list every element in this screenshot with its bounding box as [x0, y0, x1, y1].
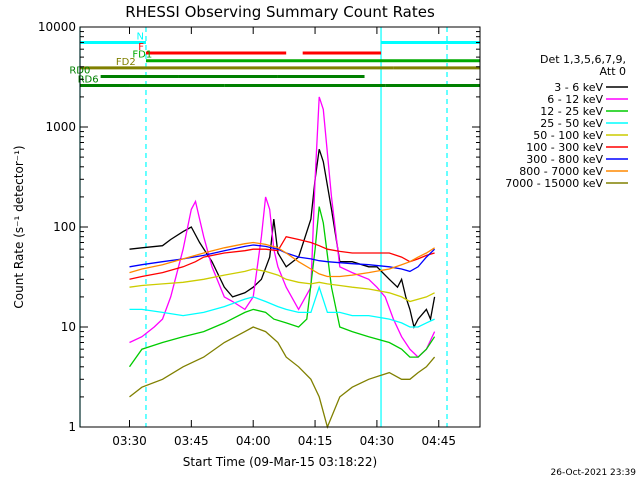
legend-label-5: 100 - 300 keV: [526, 141, 603, 154]
x-tick-label-4: 04:30: [360, 434, 395, 448]
legend-label-6: 300 - 800 keV: [526, 153, 603, 166]
series-line-1: [129, 96, 436, 358]
state-bar-label-1: F: [138, 42, 144, 53]
legend-label-7: 800 - 7000 keV: [519, 165, 603, 178]
y-tick-label-3: 1000: [45, 120, 76, 134]
legend-label-4: 50 - 100 keV: [533, 129, 603, 142]
series-line-4: [129, 268, 435, 303]
state-bar-label-2: FD1: [132, 50, 152, 61]
x-tick-label-1: 03:45: [174, 434, 209, 448]
legend-label-0: 3 - 6 keV: [554, 81, 603, 94]
x-axis-ticks: 03:30 03:45 04:00 04:15 04:30 04:45: [112, 27, 456, 448]
x-axis-label: Start Time (09-Mar-15 03:18:22): [183, 455, 377, 469]
timestamp: 26-Oct-2021 23:39: [551, 468, 637, 478]
series-line-5: [129, 235, 435, 280]
y-tick-label-4: 10000: [38, 20, 76, 34]
legend-label-1: 6 - 12 keV: [547, 93, 603, 106]
x-tick-label-5: 04:45: [421, 434, 456, 448]
y-axis-ticks: 1 10 100 1000 10000: [38, 20, 480, 434]
y-tick-label-2: 100: [53, 220, 76, 234]
series-line-8: [129, 326, 436, 430]
legend-label-2: 12 - 25 keV: [540, 105, 603, 118]
x-tick-label-2: 04:00: [236, 434, 271, 448]
chart-title: RHESSI Observing Summary Count Rates: [125, 3, 435, 21]
legend-label-3: 25 - 50 keV: [540, 117, 603, 130]
y-tick-label-0: 1: [68, 420, 76, 434]
series-line-7: [129, 241, 435, 278]
state-bar-label-3: FD2: [116, 57, 136, 68]
y-axis-label: Count Rate (s⁻¹ detector⁻¹): [12, 145, 26, 308]
y-tick-label-1: 10: [61, 320, 76, 334]
series-line-6: [129, 244, 436, 273]
series-line-0: [129, 148, 436, 329]
x-tick-label-3: 04:15: [298, 434, 333, 448]
state-bar-label-5: RD6: [78, 75, 99, 86]
legend-header-line-2: Att 0: [600, 65, 626, 78]
series-line-3: [129, 285, 435, 328]
state-bar-label-0: N: [136, 31, 143, 42]
x-tick-label-0: 03:30: [112, 434, 147, 448]
legend-label-8: 7000 - 15000 keV: [505, 177, 603, 190]
legend-header-line-1: Det 1,3,5,6,7,9,: [540, 53, 626, 66]
